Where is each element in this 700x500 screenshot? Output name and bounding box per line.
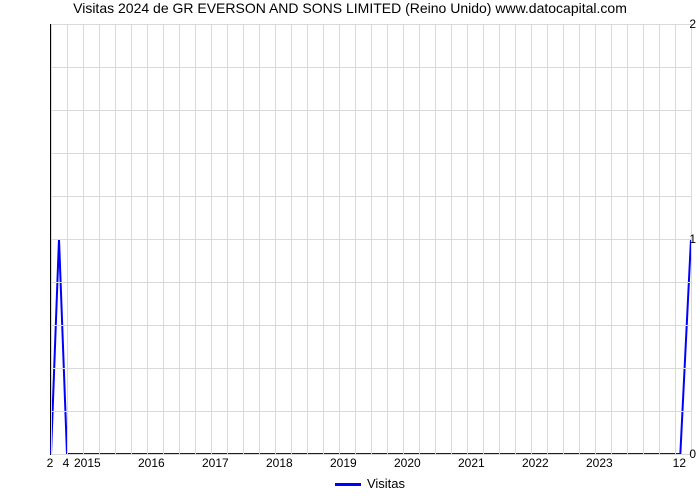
- chart-container: Visitas 2024 de GR EVERSON AND SONS LIMI…: [0, 0, 700, 500]
- x-tick-label: 2019: [330, 456, 357, 470]
- x-tick-label: 2015: [74, 456, 101, 470]
- x-tick-label: 2017: [202, 456, 229, 470]
- legend: Visitas: [50, 476, 690, 491]
- x-tick-label: 2023: [586, 456, 613, 470]
- x-tick-label: 2016: [138, 456, 165, 470]
- plot-area: [50, 24, 691, 455]
- x-tick-label: 12: [673, 456, 686, 470]
- x-tick-label: 2021: [458, 456, 485, 470]
- x-tick-label: 4: [63, 456, 70, 470]
- x-tick-label: 2022: [522, 456, 549, 470]
- x-tick-label: 2: [47, 456, 54, 470]
- y-tick-label: 2: [652, 17, 696, 31]
- chart-title: Visitas 2024 de GR EVERSON AND SONS LIMI…: [0, 0, 700, 16]
- x-tick-label: 2018: [266, 456, 293, 470]
- legend-label: Visitas: [367, 476, 405, 491]
- y-tick-label: 1: [652, 232, 696, 246]
- legend-swatch: [335, 483, 361, 486]
- x-tick-label: 2020: [394, 456, 421, 470]
